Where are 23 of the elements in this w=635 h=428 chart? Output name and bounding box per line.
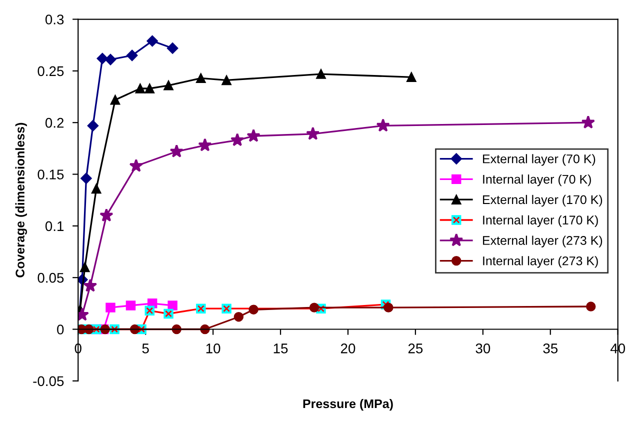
x-tick-label: 30 [476, 344, 490, 354]
y-tick-label: 0.25 [38, 66, 64, 76]
y-tick-label: 0.15 [38, 170, 64, 180]
x-tick-label: 15 [274, 344, 288, 354]
x-tick-label: 5 [142, 344, 149, 354]
x-axis-title: Pressure (MPa) [303, 399, 393, 411]
y-axis-title: Coverage (dimensionless) [15, 122, 28, 278]
x-tick-label: 20 [340, 344, 356, 354]
x-tick-label: 25 [408, 344, 423, 354]
y-tick-label: -0.05 [33, 376, 64, 386]
legend-label: Internal layer (170 K) [483, 215, 598, 227]
x-tick-label: 10 [206, 344, 220, 354]
x-tick-label: 35 [543, 344, 558, 354]
legend-label: External layer (273 K) [483, 236, 602, 248]
y-tick-label: 0.3 [45, 14, 64, 24]
legend-label: External layer (70 K) [483, 154, 596, 166]
y-tick-label: 0.05 [38, 272, 64, 283]
legend-label: External layer (170 K) [483, 194, 602, 207]
y-tick-label: 0 [57, 324, 64, 334]
y-tick-label: 0.2 [45, 118, 64, 128]
y-tick-label: 0.1 [45, 221, 64, 232]
legend-label: Internal layer (70 K) [483, 174, 591, 186]
legend-label: Internal layer (273 K) [483, 256, 598, 268]
